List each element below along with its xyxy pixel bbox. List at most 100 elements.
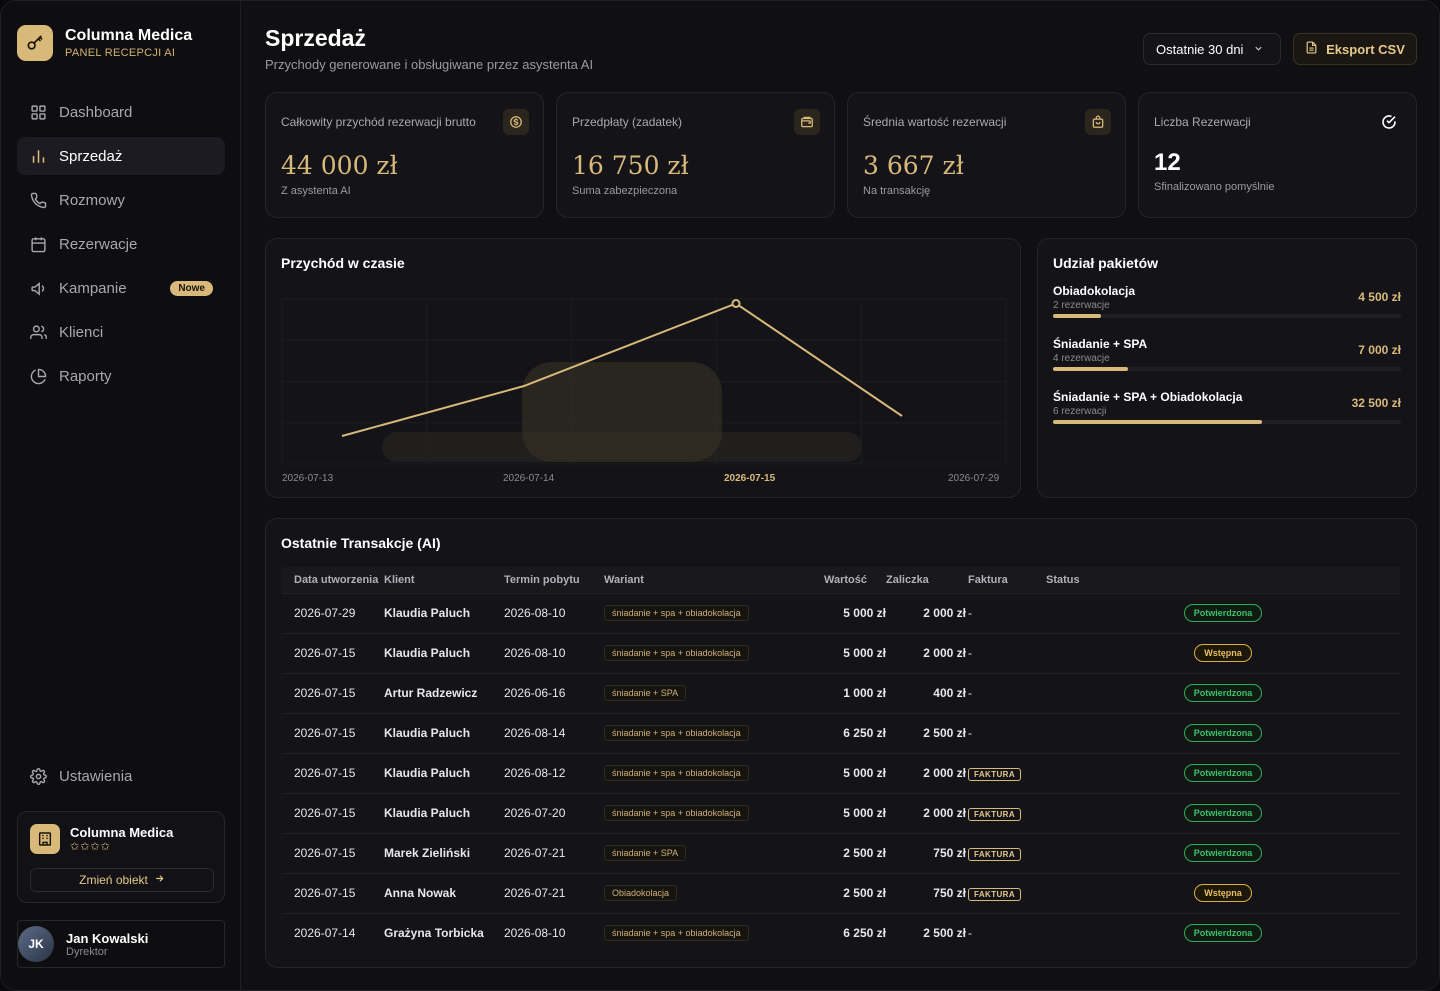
deposit-cell: 2 000 zł	[886, 592, 966, 633]
value-cell: 5 000 zł	[824, 752, 886, 793]
package-bar-fill	[1053, 367, 1128, 371]
deposit-cell: 750 zł	[886, 832, 966, 873]
sidebar-item-sprzedaz[interactable]: Sprzedaż	[17, 137, 225, 175]
revenue-line-chart[interactable]: 2026-07-13 2026-07-14 2026-07-15 2026-07-29	[266, 239, 1022, 499]
package-bar	[1053, 367, 1401, 371]
column-header[interactable]: Faktura	[966, 567, 1046, 593]
client-name: Marek Zieliński	[384, 832, 504, 873]
sidebar-item-rozmowy[interactable]: Rozmowy	[17, 181, 225, 219]
variant-cell: śniadanie + spa + obiadokolacja	[604, 792, 824, 833]
invoice-empty: -	[968, 926, 972, 941]
period-select[interactable]: Ostatnie 30 dni	[1143, 33, 1281, 65]
sidebar-item-rezerwacje[interactable]: Rezerwacje	[17, 225, 225, 263]
package-count: 6 rezerwacji	[1053, 406, 1107, 417]
invoice-tag[interactable]: FAKTURA	[968, 847, 1022, 861]
brand-subtitle: PANEL RECEPCJI AI	[65, 47, 176, 59]
variant-cell: śniadanie + SPA	[604, 672, 824, 713]
kpi-label: Średnia wartość rezerwacji	[863, 115, 1007, 129]
invoice-tag[interactable]: FAKTURA	[968, 767, 1022, 781]
created-date: 2026-07-15	[282, 632, 384, 673]
column-header[interactable]: Data utworzenia	[282, 567, 384, 593]
invoice-cell: -	[966, 672, 1046, 713]
table-row[interactable]: 2026-07-29 Klaudia Paluch 2026-08-10 śniada…	[282, 592, 1400, 633]
invoice-tag[interactable]: FAKTURA	[968, 887, 1022, 901]
sidebar-item-ustawienia[interactable]: Ustawienia	[17, 757, 225, 795]
package-count: 4 rezerwacje	[1053, 353, 1110, 364]
status-badge: Potwierdzona	[1183, 844, 1263, 862]
value-cell: 2 500 zł	[824, 832, 886, 873]
invoice-tag[interactable]: FAKTURA	[968, 807, 1022, 821]
status-badge: Potwierdzona	[1183, 724, 1263, 742]
new-badge: Nowe	[170, 280, 213, 296]
variant-cell: śniadanie + spa + obiadokolacja	[604, 912, 824, 953]
status-cell: Potwierdzona	[1046, 712, 1400, 753]
variant-tag: Obiadokolacja	[604, 885, 678, 901]
switch-property-button[interactable]: Zmień obiekt	[30, 868, 214, 892]
table-row[interactable]: 2026-07-15 Klaudia Paluch 2026-08-12 śniada…	[282, 752, 1400, 793]
invoice-cell: FAKTURA	[966, 832, 1046, 873]
stay-date: 2026-08-14	[504, 712, 604, 753]
invoice-cell: FAKTURA	[966, 872, 1046, 913]
brand[interactable]: Columna Medica PANEL RECEPCJI AI	[17, 25, 192, 61]
deposit-cell: 2 000 zł	[886, 632, 966, 673]
kpi-card-revenue: Całkowity przychód rezerwacji brutto 44 …	[265, 92, 544, 218]
export-csv-button[interactable]: Eksport CSV	[1293, 33, 1417, 65]
sidebar-item-label: Rezerwacje	[59, 235, 138, 253]
key-icon	[17, 25, 53, 61]
x-tick-label: 2026-07-15	[724, 473, 776, 484]
status-cell: Wstępna	[1046, 872, 1400, 913]
column-header[interactable]: Status	[1046, 567, 1400, 593]
packages-title: Udział pakietów	[1053, 255, 1159, 271]
data-point[interactable]	[731, 299, 741, 308]
revenue-series-line[interactable]	[341, 302, 903, 437]
column-header[interactable]: Termin pobytu	[504, 567, 604, 593]
table-row[interactable]: 2026-07-15 Klaudia Paluch 2026-07-20 śniada…	[282, 792, 1400, 833]
sidebar-item-label: Klienci	[59, 323, 104, 341]
sidebar-item-label: Raporty	[59, 367, 112, 385]
package-row: Śniadanie + SPA 4 rezerwacje 7 000 zł	[1053, 337, 1401, 371]
kpi-value: 44 000 zł	[281, 151, 398, 180]
kpi-value: 3 667 zł	[863, 151, 964, 180]
sidebar-item-label: Sprzedaż	[59, 147, 123, 165]
table-row[interactable]: 2026-07-15 Artur Radzewicz 2026-06-16 śniad…	[282, 672, 1400, 713]
column-header[interactable]: Wariant	[604, 567, 824, 593]
value-cell: 5 000 zł	[824, 632, 886, 673]
sidebar-item-raporty[interactable]: Raporty	[17, 357, 225, 395]
user-profile[interactable]: JK Jan Kowalski Dyrektor	[17, 920, 225, 968]
phone-icon	[29, 191, 47, 209]
status-badge: Potwierdzona	[1183, 604, 1263, 622]
created-date: 2026-07-14	[282, 912, 384, 953]
invoice-cell: -	[966, 592, 1046, 633]
sidebar-item-label: Kampanie	[59, 279, 127, 297]
package-name: Obiadokolacja	[1053, 284, 1136, 298]
transactions-table: Data utworzenia Klient Termin pobytu War…	[282, 567, 1400, 953]
table-row[interactable]: 2026-07-15 Marek Zieliński 2026-07-21 śniad…	[282, 832, 1400, 873]
kpi-label: Całkowity przychód rezerwacji brutto	[281, 115, 476, 129]
package-amount: 7 000 zł	[1358, 343, 1401, 357]
building-icon	[30, 824, 60, 854]
user-name: Jan Kowalski	[66, 930, 149, 946]
column-header[interactable]: Klient	[384, 567, 504, 593]
variant-tag: śniadanie + SPA	[604, 845, 687, 861]
package-bar	[1053, 314, 1401, 318]
table-row[interactable]: 2026-07-14 Grażyna Torbicka 2026-08-10 śnia…	[282, 912, 1400, 953]
arrow-right-icon	[154, 873, 165, 887]
column-header[interactable]: Wartość	[824, 567, 886, 593]
stay-date: 2026-07-20	[504, 792, 604, 833]
status-cell: Potwierdzona	[1046, 752, 1400, 793]
sidebar-item-dashboard[interactable]: Dashboard	[17, 93, 225, 131]
column-header[interactable]: Zaliczka	[886, 567, 966, 593]
created-date: 2026-07-15	[282, 672, 384, 713]
kpi-value: 12	[1154, 149, 1181, 176]
invoice-empty: -	[968, 606, 972, 620]
sidebar-item-kampanie[interactable]: Kampanie Nowe	[17, 269, 225, 307]
invoice-cell: FAKTURA	[966, 792, 1046, 833]
variant-cell: śniadanie + spa + obiadokolacja	[604, 632, 824, 673]
table-row[interactable]: 2026-07-15 Klaudia Paluch 2026-08-14 śniada…	[282, 712, 1400, 753]
sidebar-item-klienci[interactable]: Klienci	[17, 313, 225, 351]
variant-tag: śniadanie + spa + obiadokolacja	[604, 925, 749, 942]
table-row[interactable]: 2026-07-15 Anna Nowak 2026-07-21 Obiadokola…	[282, 872, 1400, 913]
package-bar-fill	[1053, 314, 1102, 318]
chart-title: Przychód w czasie	[281, 255, 405, 271]
table-row[interactable]: 2026-07-15 Klaudia Paluch 2026-08-10 śniada…	[282, 632, 1400, 673]
